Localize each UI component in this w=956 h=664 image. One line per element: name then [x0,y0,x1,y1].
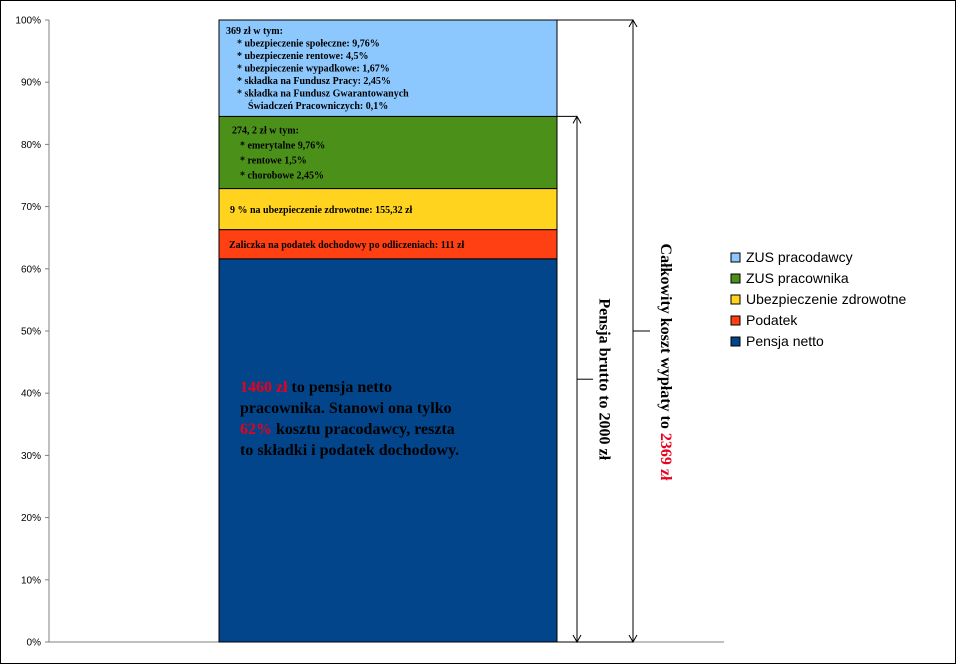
zus-employer-note: * ubezpieczenie wypadkowe: 1,67% [237,64,390,75]
y-tick-label: 0% [27,638,42,649]
zus-employee-note: * rentowe 1,5% [240,155,307,166]
legend-label: ZUS pracownika [746,270,849,286]
zus-employee-note: * emerytalne 9,76% [240,140,325,151]
y-tick-label: 60% [21,264,41,275]
zus-employer-note: * ubezpieczenie rentowe: 4,5% [237,51,368,62]
y-tick-label: 50% [21,327,41,338]
y-tick-label: 10% [21,575,41,586]
net-note-line: pracownika. Stanowi ona tylko [240,400,452,417]
bar-stack [218,19,558,643]
legend-label: Ubezpieczenie zdrowotne [746,291,907,307]
total-value: 2369 zł [657,433,674,481]
y-tick-label: 100% [15,16,41,27]
legend-swatch-1 [730,273,741,284]
legend-label: ZUS pracodawcy [746,249,853,265]
zus-employer-note: * ubezpieczenie społeczne: 9,76% [237,39,380,50]
y-tick-label: 40% [21,389,41,400]
y-tick-label: 70% [21,202,41,213]
net-note-text: to składki i podatek dochodowy. [240,442,459,459]
total-label: Całkowity koszt wypłaty to 2369 zł [657,244,674,481]
brutto-label: Pensja brutto to 2000 zł [595,298,612,460]
health-note: 9 % na ubezpieczenie zdrowotne: 155,32 z… [230,205,413,216]
zus-employee-note: 274, 2 zł w tym: [232,125,299,136]
y-tick-label: 80% [21,140,41,151]
net-note-line: to składki i podatek dochodowy. [240,442,459,459]
total-arrow-up [628,18,638,28]
legend-swatch-4 [730,336,741,347]
bar-segment-0 [218,258,558,643]
brutto-arrow-up [572,115,582,124]
legend-label: Podatek [746,312,798,328]
y-tick-label: 30% [21,451,41,462]
legend: ZUS pracodawcy ZUS pracownika Ubezpieczeni… [730,249,907,349]
net-amount: 1460 zł [240,379,288,396]
brackets: Pensja brutto to 2000 zł Całkowity koszt … [557,18,674,644]
net-percent: 62% [240,421,272,438]
net-note-text: kosztu pracodawcy, reszta [272,421,455,438]
zus-employer-note: 369 zł w tym: [226,26,283,37]
annotations: 369 zł w tym: * ubezpieczenie społeczne: … [226,26,465,459]
y-tick-label: 90% [21,78,41,89]
zus-employee-note: * chorobowe 2,45% [240,170,324,181]
zus-employer-note: Świadczeń Pracowniczych: 0,1% [248,100,388,112]
legend-swatch-3 [730,315,741,326]
net-note-text: pracownika. Stanowi ona tylko [240,400,452,417]
net-note-line: 1460 zł to pensja netto [240,379,392,396]
zus-employer-note: * składka na Fundusz Gwarantowanych [237,89,409,100]
legend-swatch-2 [730,294,741,305]
zus-employer-note: * składka na Fundusz Pracy: 2,45% [237,76,391,87]
legend-swatch-0 [730,252,741,263]
legend-label: Pensja netto [746,333,824,349]
bar-segment-3 [218,115,558,190]
net-note-line: 62% kosztu pracodawcy, reszta [240,421,455,438]
total-arrow-down [628,634,638,644]
bar-segment-4 [218,19,558,117]
tax-note: Zaliczka na podatek dochodowy po odlicze… [229,240,465,251]
y-tick-label: 20% [21,513,41,524]
net-note-text: to pensja netto [288,379,392,396]
total-label-text: Całkowity koszt wypłaty to [657,244,674,433]
